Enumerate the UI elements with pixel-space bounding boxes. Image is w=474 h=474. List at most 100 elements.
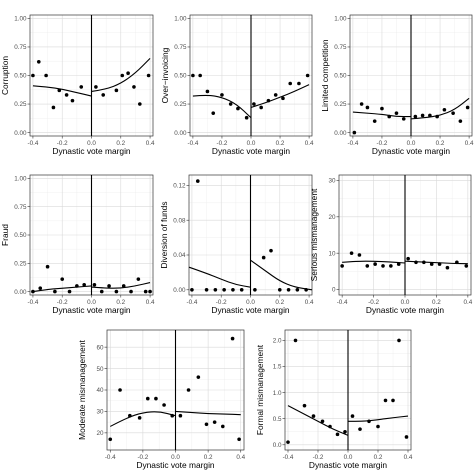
- data-point: [114, 88, 119, 93]
- x-axis-label: Dynastic vote margin: [366, 305, 445, 315]
- data-point: [352, 130, 357, 135]
- x-tick-label: 0.2: [276, 140, 285, 147]
- data-point: [413, 114, 418, 119]
- data-point: [391, 398, 395, 403]
- data-point: [252, 102, 256, 106]
- y-axis-label: Diversion of funds: [159, 201, 169, 268]
- data-point: [170, 413, 175, 418]
- data-point: [397, 338, 401, 343]
- x-tick-label: 0.4: [146, 299, 155, 306]
- data-point: [406, 256, 410, 261]
- x-tick-label: 0.0: [407, 140, 416, 147]
- data-point: [396, 262, 401, 266]
- data-point: [186, 388, 191, 392]
- chart-panel: -0.4 -0.2 0.0 0.2 0.4 0 10 20 30 Dynastic vote ma…: [309, 174, 473, 315]
- x-tick-label: 0.2: [374, 454, 383, 461]
- data-point: [148, 289, 152, 294]
- y-tick-label: 0.08: [173, 217, 186, 224]
- data-point: [359, 102, 364, 106]
- y-tick-label: 0.25: [14, 101, 27, 108]
- data-point: [343, 429, 347, 434]
- data-point: [220, 424, 225, 429]
- data-point: [367, 419, 371, 424]
- data-point: [288, 81, 293, 86]
- y-axis-label: Fraud: [0, 224, 10, 246]
- y-tick-label: 0.00: [173, 287, 186, 294]
- data-point: [79, 85, 84, 89]
- y-tick-label: 0.25: [174, 101, 187, 108]
- x-tick-label: 0.0: [87, 299, 96, 306]
- chart-panel: -0.4 -0.2 0.0 0.2 0.4 0.00 0.25 0.50 0.75 1.00 Dyn…: [0, 14, 155, 156]
- x-axis-label: Dynastic vote margin: [52, 146, 131, 156]
- x-tick-label: 0.0: [247, 140, 256, 147]
- data-point: [401, 117, 406, 121]
- y-tick-label: 0.25: [334, 101, 347, 108]
- chart-panel: -0.4 -0.2 0.0 0.2 0.4 0.0 0.5 1.0 1.5 2.0 Dynastic…: [255, 329, 413, 470]
- x-tick-label: 0.4: [236, 454, 245, 461]
- data-point: [414, 260, 418, 265]
- data-point: [60, 277, 65, 281]
- data-point: [126, 71, 130, 76]
- y-tick-label: 30: [96, 409, 104, 416]
- fit-curve-right: [91, 282, 151, 289]
- data-point: [437, 262, 442, 266]
- y-tick-label: 0.50: [14, 73, 27, 80]
- data-point: [442, 107, 447, 112]
- x-axis-label: Dynastic vote margin: [52, 305, 131, 315]
- data-point: [373, 262, 377, 266]
- x-tick-label: 0.4: [146, 140, 155, 147]
- data-point: [196, 375, 201, 379]
- data-point: [428, 113, 432, 118]
- data-point: [195, 179, 200, 183]
- data-point: [36, 60, 41, 64]
- data-point: [121, 284, 126, 288]
- x-tick-label: 0.2: [432, 299, 441, 306]
- fit-curve-left: [32, 85, 92, 97]
- data-point: [118, 388, 122, 392]
- data-point: [340, 264, 344, 268]
- data-point: [64, 93, 69, 97]
- data-point: [146, 73, 151, 78]
- y-tick-label: 1.5: [273, 364, 282, 371]
- fit-curve-right: [250, 84, 310, 108]
- chart-panel: -0.4 -0.2 0.0 0.2 0.4 0.00 0.04 0.08 0.12 Dynasti…: [159, 174, 314, 315]
- data-point: [145, 396, 150, 401]
- data-point: [212, 420, 217, 424]
- data-point: [295, 287, 300, 292]
- fit-curve-left: [192, 94, 252, 119]
- x-axis-label: Dynastic vote margin: [372, 146, 451, 156]
- data-point: [376, 424, 380, 429]
- data-point: [286, 287, 291, 292]
- fit-curve-right: [404, 260, 468, 265]
- x-tick-label: -0.2: [57, 140, 68, 147]
- data-point: [404, 435, 409, 439]
- data-point: [380, 106, 384, 111]
- y-tick-label: 0.50: [174, 73, 187, 80]
- data-point: [261, 255, 266, 260]
- data-point: [365, 105, 370, 110]
- x-tick-label: 0.2: [436, 140, 445, 147]
- y-tick-label: 10: [328, 250, 336, 257]
- x-tick-label: -0.4: [27, 299, 38, 306]
- x-tick-label: 0.4: [305, 299, 314, 306]
- x-tick-label: 0.2: [116, 140, 125, 147]
- data-point: [99, 289, 104, 294]
- data-point: [31, 289, 35, 294]
- chart-panel: -0.4 -0.2 0.0 0.2 0.4 20 30 40 50 60 Dynastic vote…: [77, 329, 246, 470]
- data-point: [220, 93, 224, 97]
- fit-curve-right: [250, 259, 313, 291]
- y-tick-label: 0.75: [334, 44, 347, 51]
- data-point: [244, 115, 249, 120]
- fit-curve-left: [32, 285, 92, 293]
- data-point: [205, 89, 210, 94]
- data-point: [358, 427, 362, 431]
- y-tick-label: 0.12: [173, 183, 186, 190]
- data-point: [320, 419, 325, 424]
- data-point: [435, 114, 439, 119]
- y-tick-label: 0.00: [14, 130, 27, 137]
- data-point: [253, 287, 257, 292]
- data-point: [154, 396, 158, 401]
- data-point: [114, 289, 119, 294]
- y-tick-label: 40: [96, 387, 104, 394]
- data-point: [422, 260, 426, 265]
